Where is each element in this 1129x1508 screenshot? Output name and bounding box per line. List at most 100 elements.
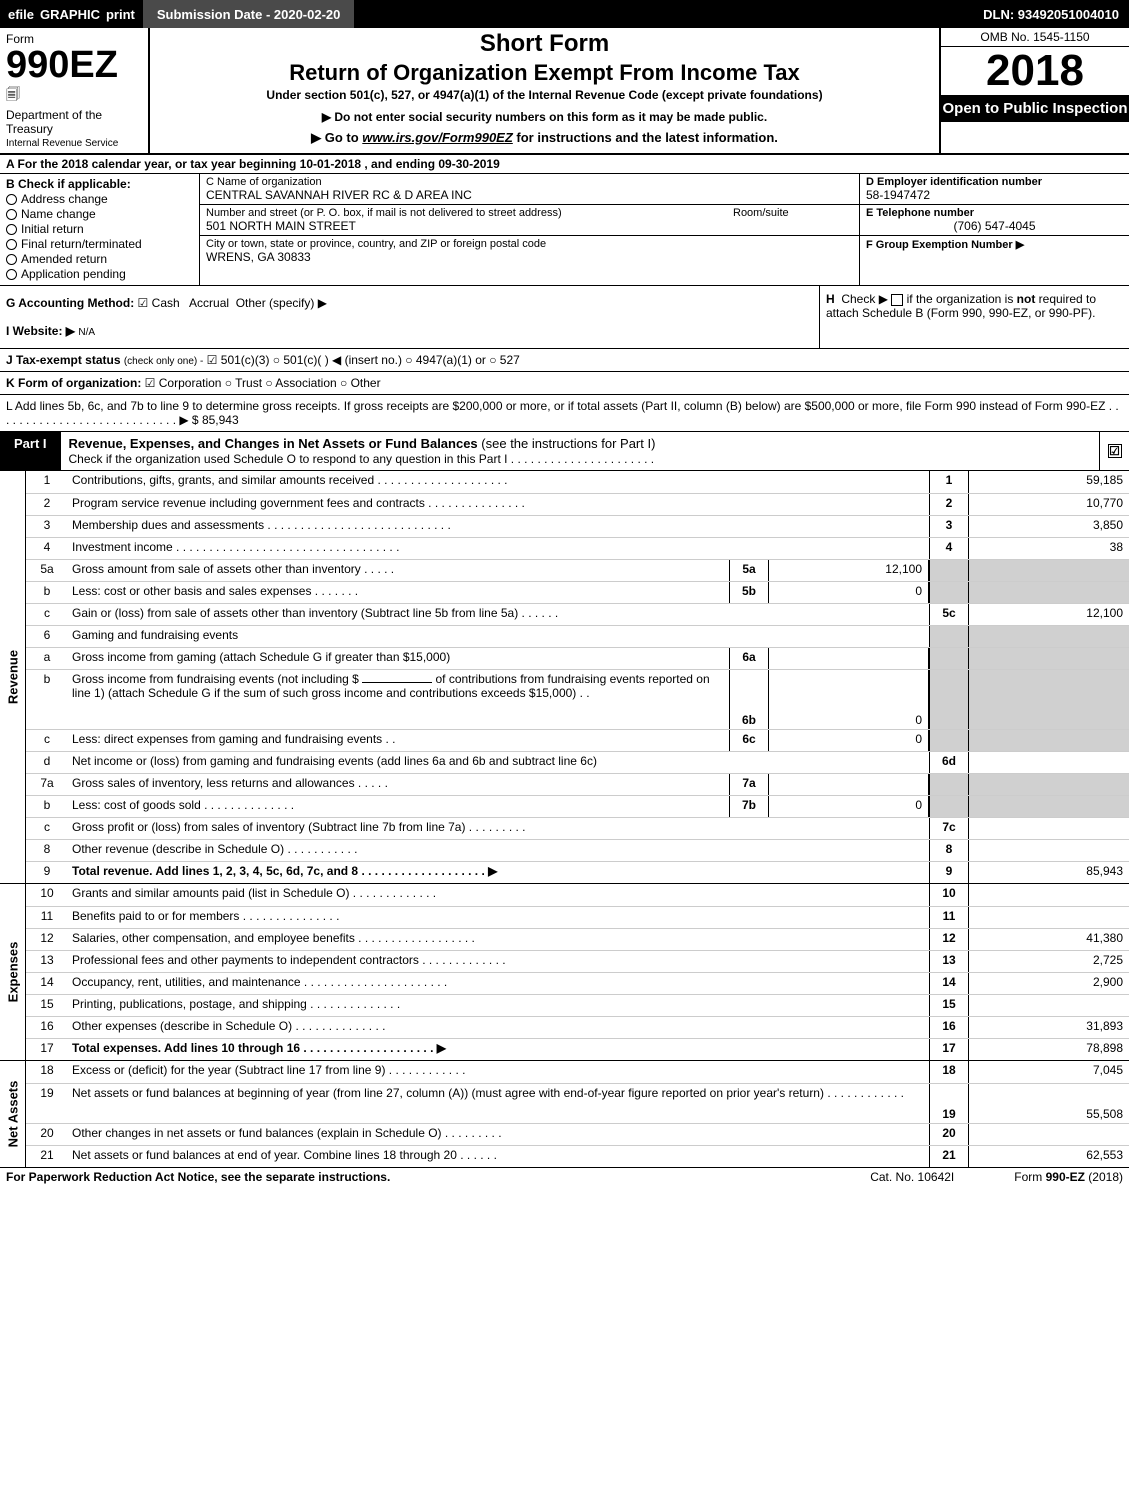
line-5c-rval: 12,100 — [969, 604, 1129, 625]
line-6c-num: c — [26, 730, 68, 751]
line-7a-rval — [969, 774, 1129, 795]
expenses-body: 10 Grants and similar amounts paid (list… — [26, 884, 1129, 1060]
line-7b-midnum: 7b — [729, 796, 769, 817]
do-not-enter: ▶ Do not enter social security numbers o… — [158, 110, 931, 124]
line-6c: c Less: direct expenses from gaming and … — [26, 729, 1129, 751]
line-12-num: 12 — [26, 929, 68, 950]
line-5a-num: 5a — [26, 560, 68, 581]
line-21-rnum: 21 — [929, 1146, 969, 1167]
group-label: F Group Exemption Number ▶ — [866, 238, 1123, 251]
line-1-rnum: 1 — [929, 471, 969, 493]
row-gh: G Accounting Method: ☑ Cash Accrual Othe… — [0, 286, 1129, 349]
line-5a-rnum — [929, 560, 969, 581]
line-5c-num: c — [26, 604, 68, 625]
line-16-desc: Other expenses (describe in Schedule O) … — [68, 1017, 929, 1038]
line-4-desc: Investment income . . . . . . . . . . . … — [68, 538, 929, 559]
line-11-desc: Benefits paid to or for members . . . . … — [68, 907, 929, 928]
k-options[interactable]: ☑ Corporation ○ Trust ○ Association ○ Ot… — [145, 376, 381, 390]
footer-catno: Cat. No. 10642I — [870, 1170, 954, 1184]
line-2-rval: 10,770 — [969, 494, 1129, 515]
line-6d-desc: Net income or (loss) from gaming and fun… — [68, 752, 929, 773]
chk-address-change[interactable]: Address change — [6, 192, 193, 206]
line-9-rval: 85,943 — [969, 862, 1129, 883]
line-7b-rval — [969, 796, 1129, 817]
line-6-rnum — [929, 626, 969, 647]
line-7b: b Less: cost of goods sold . . . . . . .… — [26, 795, 1129, 817]
line-6a-rval — [969, 648, 1129, 669]
netassets-rot: Net Assets — [5, 1081, 20, 1148]
open-to-public: Open to Public Inspection — [941, 96, 1129, 122]
line-6a-desc: Gross income from gaming (attach Schedul… — [68, 648, 729, 669]
col-c: C Name of organization CENTRAL SAVANNAH … — [200, 174, 859, 285]
line-19-rval: 55,508 — [969, 1084, 1129, 1123]
line-15-num: 15 — [26, 995, 68, 1016]
line-12-rnum: 12 — [929, 929, 969, 950]
roomsuite-label: Room/suite — [733, 207, 853, 219]
part-i-checkbox[interactable]: ☑ — [1108, 444, 1122, 458]
g-label: G Accounting Method: — [6, 296, 134, 310]
phone-cell: E Telephone number (706) 547-4045 — [860, 205, 1129, 236]
expenses-sidelabel: Expenses — [0, 884, 26, 1060]
chk-amended-return[interactable]: Amended return — [6, 252, 193, 266]
chk-name-change[interactable]: Name change — [6, 207, 193, 221]
line-12: 12 Salaries, other compensation, and emp… — [26, 928, 1129, 950]
chk-final-return-label: Final return/terminated — [21, 237, 142, 251]
line-9-rnum: 9 — [929, 862, 969, 883]
return-title: Return of Organization Exempt From Incom… — [158, 60, 931, 86]
col-b: B Check if applicable: Address change Na… — [0, 174, 200, 285]
h-checkbox[interactable] — [891, 294, 903, 306]
line-14-num: 14 — [26, 973, 68, 994]
line-17-num: 17 — [26, 1039, 68, 1060]
line-4-rnum: 4 — [929, 538, 969, 559]
row-j: J Tax-exempt status (check only one) - ☑… — [0, 349, 1129, 372]
line-10: 10 Grants and similar amounts paid (list… — [26, 884, 1129, 906]
revenue-section: Revenue 1 Contributions, gifts, grants, … — [0, 471, 1129, 884]
print-link[interactable]: print — [106, 7, 135, 22]
line-8-rval — [969, 840, 1129, 861]
line-5a-rval — [969, 560, 1129, 581]
chk-initial-return[interactable]: Initial return — [6, 222, 193, 236]
line-17-desc: Total expenses. Add lines 10 through 16 … — [68, 1039, 929, 1060]
line-1-rval: 59,185 — [969, 471, 1129, 493]
line-6a-midnum: 6a — [729, 648, 769, 669]
tax-year: 2018 — [941, 47, 1129, 96]
line-5c-desc: Gain or (loss) from sale of assets other… — [68, 604, 929, 625]
row-g: G Accounting Method: ☑ Cash Accrual Othe… — [0, 286, 819, 348]
line-16-rval: 31,893 — [969, 1017, 1129, 1038]
line-2-num: 2 — [26, 494, 68, 515]
line-6a-midval — [769, 648, 929, 669]
line-20: 20 Other changes in net assets or fund b… — [26, 1123, 1129, 1145]
line-3: 3 Membership dues and assessments . . . … — [26, 515, 1129, 537]
line-21-rval: 62,553 — [969, 1146, 1129, 1167]
line-6b-rval — [969, 670, 1129, 729]
chk-application-pending[interactable]: Application pending — [6, 267, 193, 281]
page-footer: For Paperwork Reduction Act Notice, see … — [0, 1168, 1129, 1186]
part-i-title-main: Revenue, Expenses, and Changes in Net As… — [69, 436, 478, 451]
department-label: Department of the Treasury — [6, 108, 142, 136]
netassets-sidelabel: Net Assets — [0, 1061, 26, 1167]
website-value: N/A — [78, 327, 95, 338]
line-6b-blank[interactable] — [362, 682, 432, 683]
short-form-title: Short Form — [158, 30, 931, 58]
line-6: 6 Gaming and fundraising events — [26, 625, 1129, 647]
line-5b-midnum: 5b — [729, 582, 769, 603]
chk-cash[interactable]: ☑ — [138, 296, 149, 310]
line-14-desc: Occupancy, rent, utilities, and maintena… — [68, 973, 929, 994]
part-i-sub2: Check if the organization used Schedule … — [69, 452, 655, 466]
line-6d-num: d — [26, 752, 68, 773]
line-14-rval: 2,900 — [969, 973, 1129, 994]
efile-label: efile — [8, 7, 34, 22]
expenses-rot: Expenses — [5, 942, 20, 1003]
line-7a: 7a Gross sales of inventory, less return… — [26, 773, 1129, 795]
line-16: 16 Other expenses (describe in Schedule … — [26, 1016, 1129, 1038]
line-13-desc: Professional fees and other payments to … — [68, 951, 929, 972]
goto-prefix: ▶ Go to — [311, 130, 362, 145]
line-7c-rnum: 7c — [929, 818, 969, 839]
line-6d-rval — [969, 752, 1129, 773]
under-section: Under section 501(c), 527, or 4947(a)(1)… — [158, 88, 931, 102]
line-1-desc: Contributions, gifts, grants, and simila… — [68, 471, 929, 493]
goto-link[interactable]: www.irs.gov/Form990EZ — [362, 130, 513, 145]
footer-paperwork: For Paperwork Reduction Act Notice, see … — [6, 1170, 390, 1184]
j-options[interactable]: ☑ 501(c)(3) ○ 501(c)( ) ◀ (insert no.) ○… — [207, 353, 520, 367]
chk-final-return[interactable]: Final return/terminated — [6, 237, 193, 251]
